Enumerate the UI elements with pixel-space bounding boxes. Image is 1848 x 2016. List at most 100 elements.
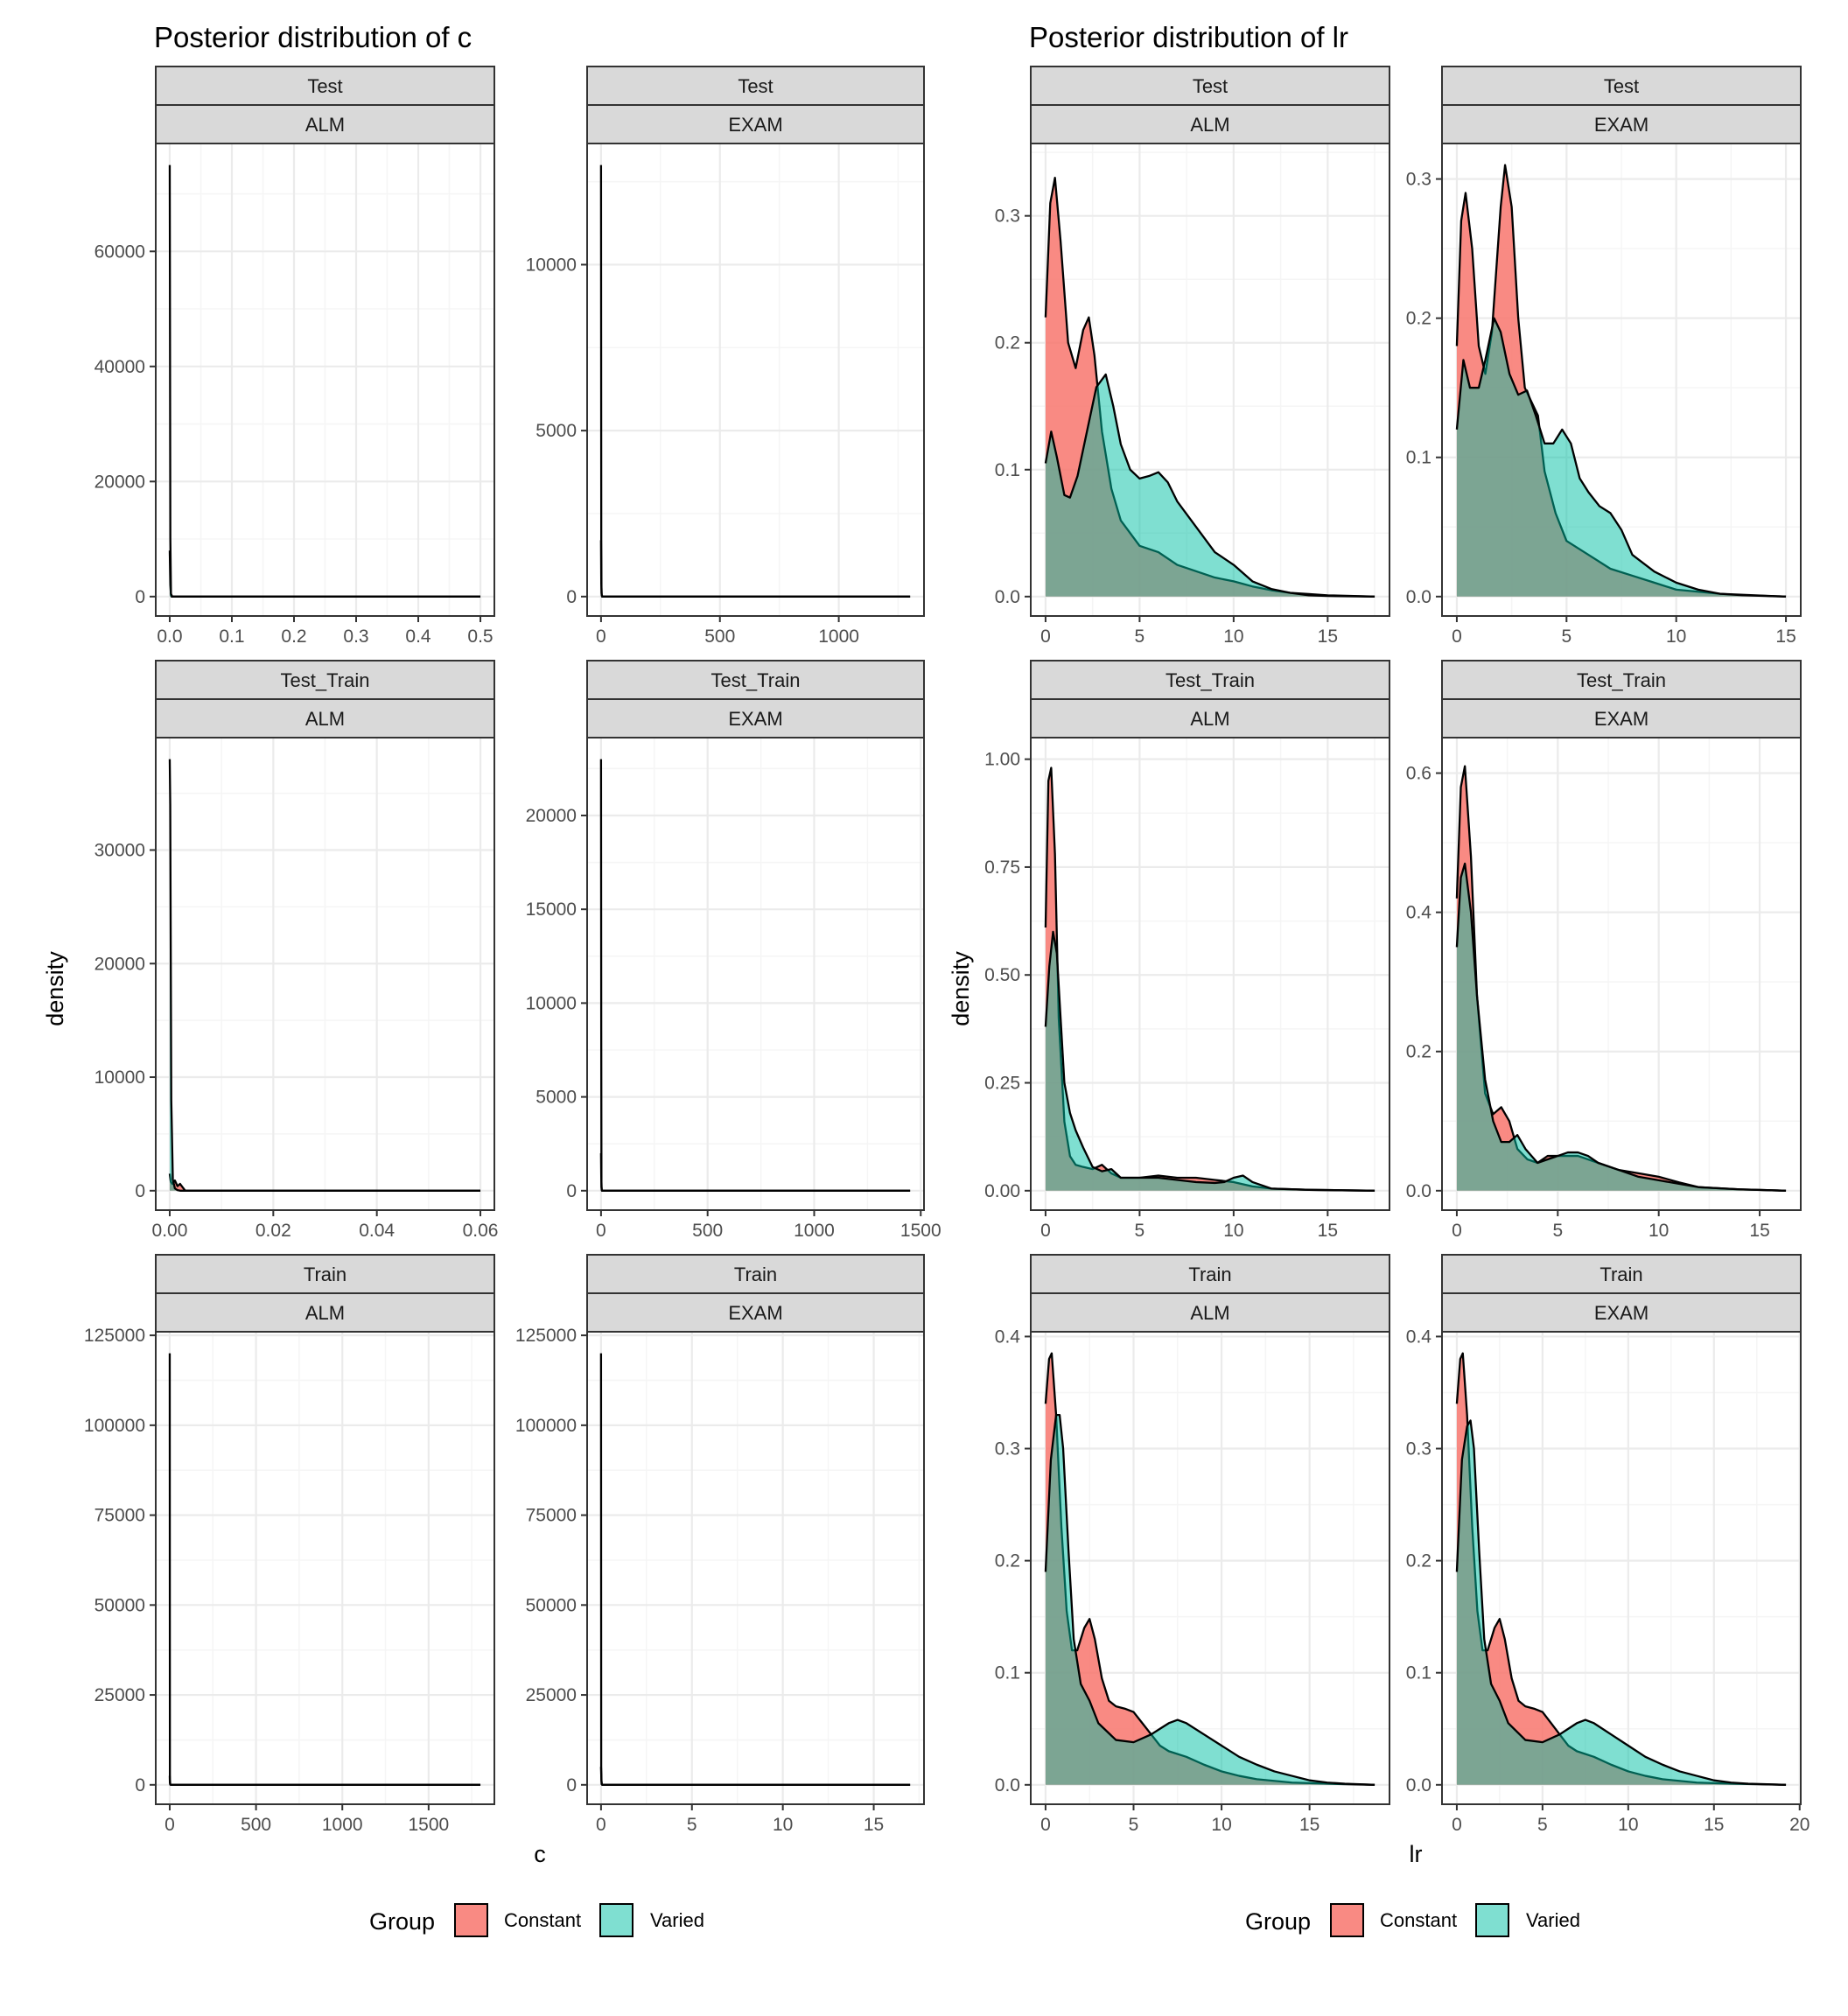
right-legend-title: Group (1245, 1908, 1311, 1935)
y-tick-label: 20000 (526, 806, 577, 826)
y-tick-label: 0.1 (1406, 448, 1432, 468)
y-tick-label: 0.0 (995, 587, 1020, 607)
y-tick-label: 0.3 (995, 1439, 1020, 1460)
facet-panel-lr-test-exam: TestEXAM0 5 10 150.00.10.20.3 (1406, 66, 1801, 647)
x-tick-label: 0.1 (219, 626, 244, 647)
x-tick-label: 0.4 (405, 626, 431, 647)
y-tick-label: 0.0 (1406, 1181, 1432, 1201)
x-tick-label: 0.0 (157, 626, 182, 647)
x-tick-label: 15 (1749, 1221, 1769, 1241)
y-tick-label: 0.0 (1406, 587, 1432, 607)
strip-bottom-label: ALM (1190, 708, 1229, 730)
x-tick-label: 1000 (794, 1221, 835, 1241)
strip-bottom-label: ALM (1190, 1302, 1229, 1324)
y-tick-label: 0.3 (1406, 1439, 1432, 1460)
strip-top-label: Test (1193, 75, 1228, 97)
x-tick-label: 0.02 (256, 1221, 291, 1241)
y-tick-label: 60000 (94, 242, 145, 262)
y-tick-label: 0 (566, 1181, 577, 1201)
strip-bottom-label: EXAM (728, 114, 782, 136)
x-tick-label: 1500 (408, 1815, 449, 1835)
y-tick-label: 0.1 (995, 460, 1020, 480)
y-tick-label: 0 (135, 1775, 145, 1796)
right-legend-label-constant: Constant (1380, 1909, 1457, 1931)
strip-bottom-label: EXAM (728, 1302, 782, 1324)
y-tick-label: 0.3 (995, 206, 1020, 227)
y-tick-label: 0.50 (984, 965, 1020, 985)
strip-top-label: Test_Train (1166, 669, 1255, 691)
y-tick-label: 5000 (536, 1088, 577, 1108)
y-tick-label: 0.6 (1406, 764, 1432, 784)
y-tick-label: 0 (135, 1181, 145, 1201)
x-tick-label: 10 (1666, 626, 1686, 647)
x-tick-label: 5 (1135, 626, 1145, 647)
y-tick-label: 0.1 (1406, 1663, 1432, 1684)
strip-top-label: Train (304, 1264, 346, 1285)
strip-top-label: Test_Train (711, 669, 801, 691)
y-tick-label: 25000 (526, 1685, 577, 1705)
strip-top-label: Train (734, 1264, 777, 1285)
x-tick-label: 0 (596, 1221, 606, 1241)
x-tick-label: 5 (1561, 626, 1572, 647)
strip-bottom-label: ALM (305, 114, 345, 136)
x-tick-label: 10 (1211, 1815, 1231, 1835)
x-tick-label: 0 (596, 1815, 606, 1835)
x-tick-label: 5 (1129, 1815, 1139, 1835)
strip-bottom-label: ALM (1190, 114, 1229, 136)
facet-panel-lr-test-alm: TestALM0 5 10 150.00.10.20.3 (995, 66, 1390, 647)
x-tick-label: 0 (596, 626, 606, 647)
y-tick-label: 0.4 (1406, 1326, 1432, 1347)
strip-bottom-label: ALM (305, 708, 345, 730)
x-tick-label: 0 (1452, 1221, 1462, 1241)
left-legend-title: Group (369, 1908, 435, 1935)
y-tick-label: 0.25 (984, 1074, 1020, 1094)
y-tick-label: 20000 (94, 472, 145, 492)
y-tick-label: 0.2 (1406, 309, 1432, 329)
x-tick-label: 1000 (322, 1815, 363, 1835)
y-tick-label: 0.0 (995, 1775, 1020, 1796)
right-legend-key-varied (1476, 1904, 1508, 1936)
x-tick-label: 15 (1318, 1221, 1338, 1241)
x-tick-label: 15 (1299, 1815, 1320, 1835)
y-tick-label: 125000 (84, 1326, 145, 1346)
y-tick-label: 75000 (94, 1506, 145, 1526)
y-tick-label: 0.3 (1406, 170, 1432, 190)
x-tick-label: 10 (1618, 1815, 1638, 1835)
strip-top-label: Test_Train (281, 669, 370, 691)
x-tick-label: 0 (1040, 626, 1051, 647)
x-tick-label: 0.3 (343, 626, 368, 647)
facet-panel-lr-test_train-exam: Test_TrainEXAM0 5 10 150.00.20.40.6 (1406, 661, 1801, 1241)
facet-panel-lr-test_train-alm: Test_Train ALM 0 5 10 15 0.00 0.25 0.50 0.75 1.00 (984, 661, 1390, 1241)
x-tick-label: 15 (864, 1815, 884, 1835)
right-plot-title: Posterior distribution of lr (1029, 21, 1348, 53)
x-tick-label: 5 (1537, 1815, 1548, 1835)
y-tick-label: 10000 (526, 255, 577, 275)
x-tick-label: 10 (773, 1815, 793, 1835)
x-tick-label: 10 (1223, 626, 1243, 647)
x-tick-label: 0.04 (359, 1221, 395, 1241)
y-tick-label: 10000 (94, 1068, 145, 1088)
strip-bottom-label: EXAM (1594, 708, 1648, 730)
y-tick-label: 0.4 (1406, 903, 1432, 923)
right-x-axis-title: lr (1410, 1841, 1423, 1867)
y-tick-label: 0.2 (995, 1551, 1020, 1572)
x-tick-label: 0.06 (463, 1221, 499, 1241)
strip-top-label: Test (307, 75, 342, 97)
y-tick-label: 0.75 (984, 858, 1020, 878)
y-tick-label: 15000 (526, 900, 577, 920)
facet-panel-lr-train-exam: Train EXAM 0 5 10 15 20 0.0 0.1 0.2 0.3 0.4 (1406, 1255, 1810, 1835)
right-y-axis-title: density (948, 951, 974, 1026)
y-tick-label: 30000 (94, 840, 145, 860)
left-legend-label-varied: Varied (650, 1909, 704, 1931)
left-legend-key-constant (455, 1904, 487, 1936)
y-tick-label: 0.00 (984, 1181, 1020, 1201)
y-tick-label: 50000 (526, 1595, 577, 1615)
y-tick-label: 5000 (536, 421, 577, 441)
strip-top-label: Test (1604, 75, 1639, 97)
y-tick-label: 0.4 (995, 1326, 1021, 1347)
x-tick-label: 500 (692, 1221, 723, 1241)
strip-bottom-label: ALM (305, 1302, 345, 1324)
x-tick-label: 0 (1452, 626, 1462, 647)
y-tick-label: 0 (135, 587, 145, 607)
x-tick-label: 1500 (900, 1221, 942, 1241)
